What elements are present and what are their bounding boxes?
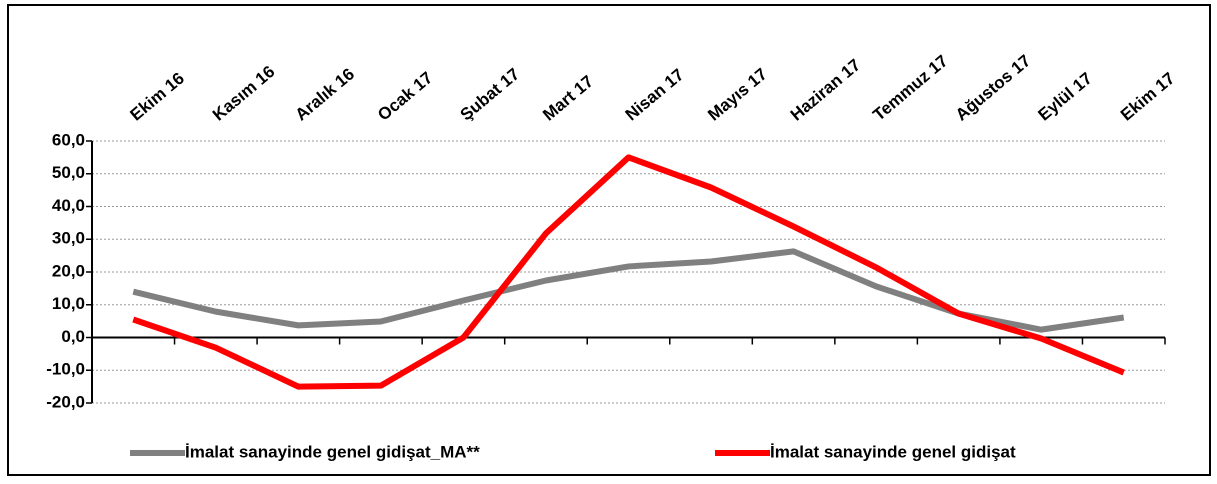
y-tick-label: 60,0 xyxy=(52,130,85,149)
y-tick-label: -10,0 xyxy=(46,360,85,379)
y-tick-label: 30,0 xyxy=(52,229,85,248)
series-line xyxy=(132,154,1125,390)
y-tick-label: 20,0 xyxy=(52,261,85,280)
legend-label: İmalat sanayinde genel gidişat xyxy=(770,442,1016,461)
y-tick-label: -20,0 xyxy=(46,392,85,411)
y-tick-label: 10,0 xyxy=(52,294,85,313)
y-tick-label: 50,0 xyxy=(52,163,85,182)
y-tick-label: 40,0 xyxy=(52,196,85,215)
chart-frame xyxy=(7,4,1211,476)
legend-label: İmalat sanayinde genel gidişat_MA** xyxy=(185,442,480,461)
y-tick-label: 0,0 xyxy=(61,327,85,346)
